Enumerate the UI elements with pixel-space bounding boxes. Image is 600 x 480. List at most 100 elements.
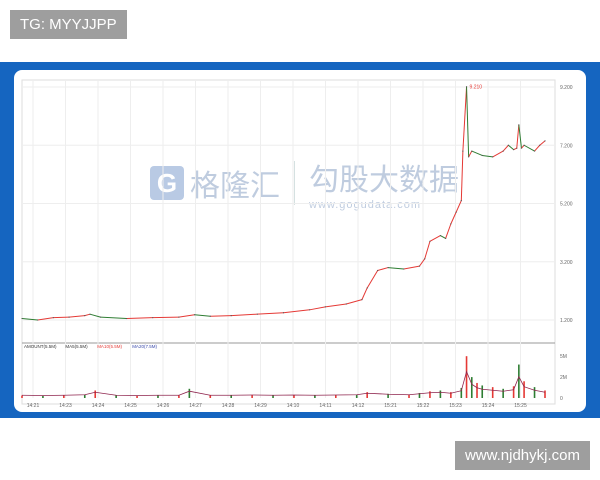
price-segment <box>482 154 493 158</box>
x-tick-label: 14:21 <box>27 403 40 409</box>
x-tick-label: 14:12 <box>352 403 365 409</box>
price-segment <box>194 314 211 317</box>
price-segment <box>69 315 85 318</box>
volume-y-tick-label: 0 <box>560 396 563 402</box>
price-point <box>450 223 452 225</box>
volume-bar <box>251 395 253 398</box>
price-point <box>523 144 525 146</box>
price-segment <box>450 212 457 225</box>
chart-card <box>14 70 586 412</box>
price-segment <box>508 144 514 151</box>
price-point <box>230 315 232 317</box>
volume-bar <box>460 387 463 398</box>
price-point <box>516 147 518 149</box>
x-tick-label: 15:25 <box>514 403 527 409</box>
price-segment <box>100 316 127 320</box>
price-point <box>366 287 368 289</box>
x-tick-label: 15:21 <box>384 403 397 409</box>
volume-bar <box>136 395 138 398</box>
watermark-brand2: 勾股大数据 <box>309 164 459 197</box>
volume-bar <box>518 364 520 398</box>
volume-bar <box>418 392 421 398</box>
price-point <box>507 144 509 146</box>
volume-bar <box>94 390 97 398</box>
price-point <box>403 268 405 270</box>
volume-bar <box>188 388 191 398</box>
price-point <box>492 156 494 158</box>
price-segment <box>462 86 468 152</box>
watermark-brand: 格隆汇 <box>190 170 280 203</box>
price-point <box>52 317 54 319</box>
price-segment <box>257 312 284 315</box>
y-tick-label: 3.200 <box>560 260 573 266</box>
price-segment <box>84 313 91 317</box>
price-segment <box>89 313 101 318</box>
volume-bar <box>491 387 494 398</box>
volume-legend-item: AMOUNT(5.5M) <box>24 344 57 349</box>
volume-bar <box>366 392 368 398</box>
price-segment <box>178 314 195 318</box>
price-point <box>68 316 70 318</box>
price-point <box>152 317 154 319</box>
price-segment <box>440 235 446 239</box>
price-point <box>256 313 258 315</box>
volume-bar <box>21 395 23 398</box>
price-point <box>21 317 23 320</box>
volume-bar <box>178 395 180 398</box>
price-point <box>387 266 389 269</box>
peak-label: 9.210 <box>470 85 483 91</box>
price-point <box>126 317 128 320</box>
price-point <box>502 150 504 152</box>
x-tick-label: 14:25 <box>124 403 137 409</box>
price-segment <box>429 235 441 242</box>
volume-bar <box>470 377 473 398</box>
price-segment <box>309 306 326 311</box>
volume-bar <box>481 385 484 398</box>
volume-bar <box>335 395 337 398</box>
volume-y-tick-label: 5M <box>560 354 567 360</box>
price-segment <box>419 258 426 267</box>
volume-bar <box>355 394 358 398</box>
price-segment <box>492 150 504 158</box>
y-tick-label: 9.200 <box>560 85 573 91</box>
volume-legend-item: MA5(5.5M) <box>65 344 88 349</box>
price-segment <box>455 200 462 213</box>
watermark: G 格隆汇 勾股大数据 www.gogudata.com <box>150 155 459 211</box>
price-point <box>468 156 470 158</box>
price-segment <box>346 299 363 305</box>
price-point <box>513 149 515 151</box>
price-point <box>533 150 536 152</box>
price-segment <box>502 144 509 152</box>
price-point <box>324 306 326 308</box>
price-segment <box>516 124 520 149</box>
x-tick-label: 15:23 <box>449 403 462 409</box>
price-point <box>465 86 468 88</box>
price-point <box>544 140 546 142</box>
price-point <box>37 319 39 321</box>
watermark-url: www.gogudata.com <box>309 199 421 211</box>
volume-bar <box>512 386 515 398</box>
price-segment <box>37 317 54 321</box>
price-point <box>309 309 311 311</box>
price-point <box>282 312 285 314</box>
volume-y-tick-label: 2M <box>560 375 567 381</box>
price-point <box>445 237 447 240</box>
price-point <box>518 124 520 126</box>
y-tick-label: 1.200 <box>560 318 573 324</box>
x-tick-label: 15:22 <box>417 403 430 409</box>
volume-bar <box>533 387 536 398</box>
x-tick-label: 14:29 <box>254 403 267 409</box>
price-point <box>178 316 180 318</box>
volume-bar <box>465 356 468 398</box>
volume-bar <box>439 390 442 398</box>
price-segment <box>445 223 452 239</box>
volume-bar <box>450 392 452 398</box>
price-point <box>193 314 196 316</box>
x-tick-label: 15:24 <box>482 403 495 409</box>
price-segment <box>460 151 464 201</box>
volume-bar <box>63 395 65 398</box>
volume-bar <box>544 390 546 398</box>
price-point <box>424 258 426 260</box>
price-segment <box>361 287 368 300</box>
price-segment <box>523 144 535 152</box>
